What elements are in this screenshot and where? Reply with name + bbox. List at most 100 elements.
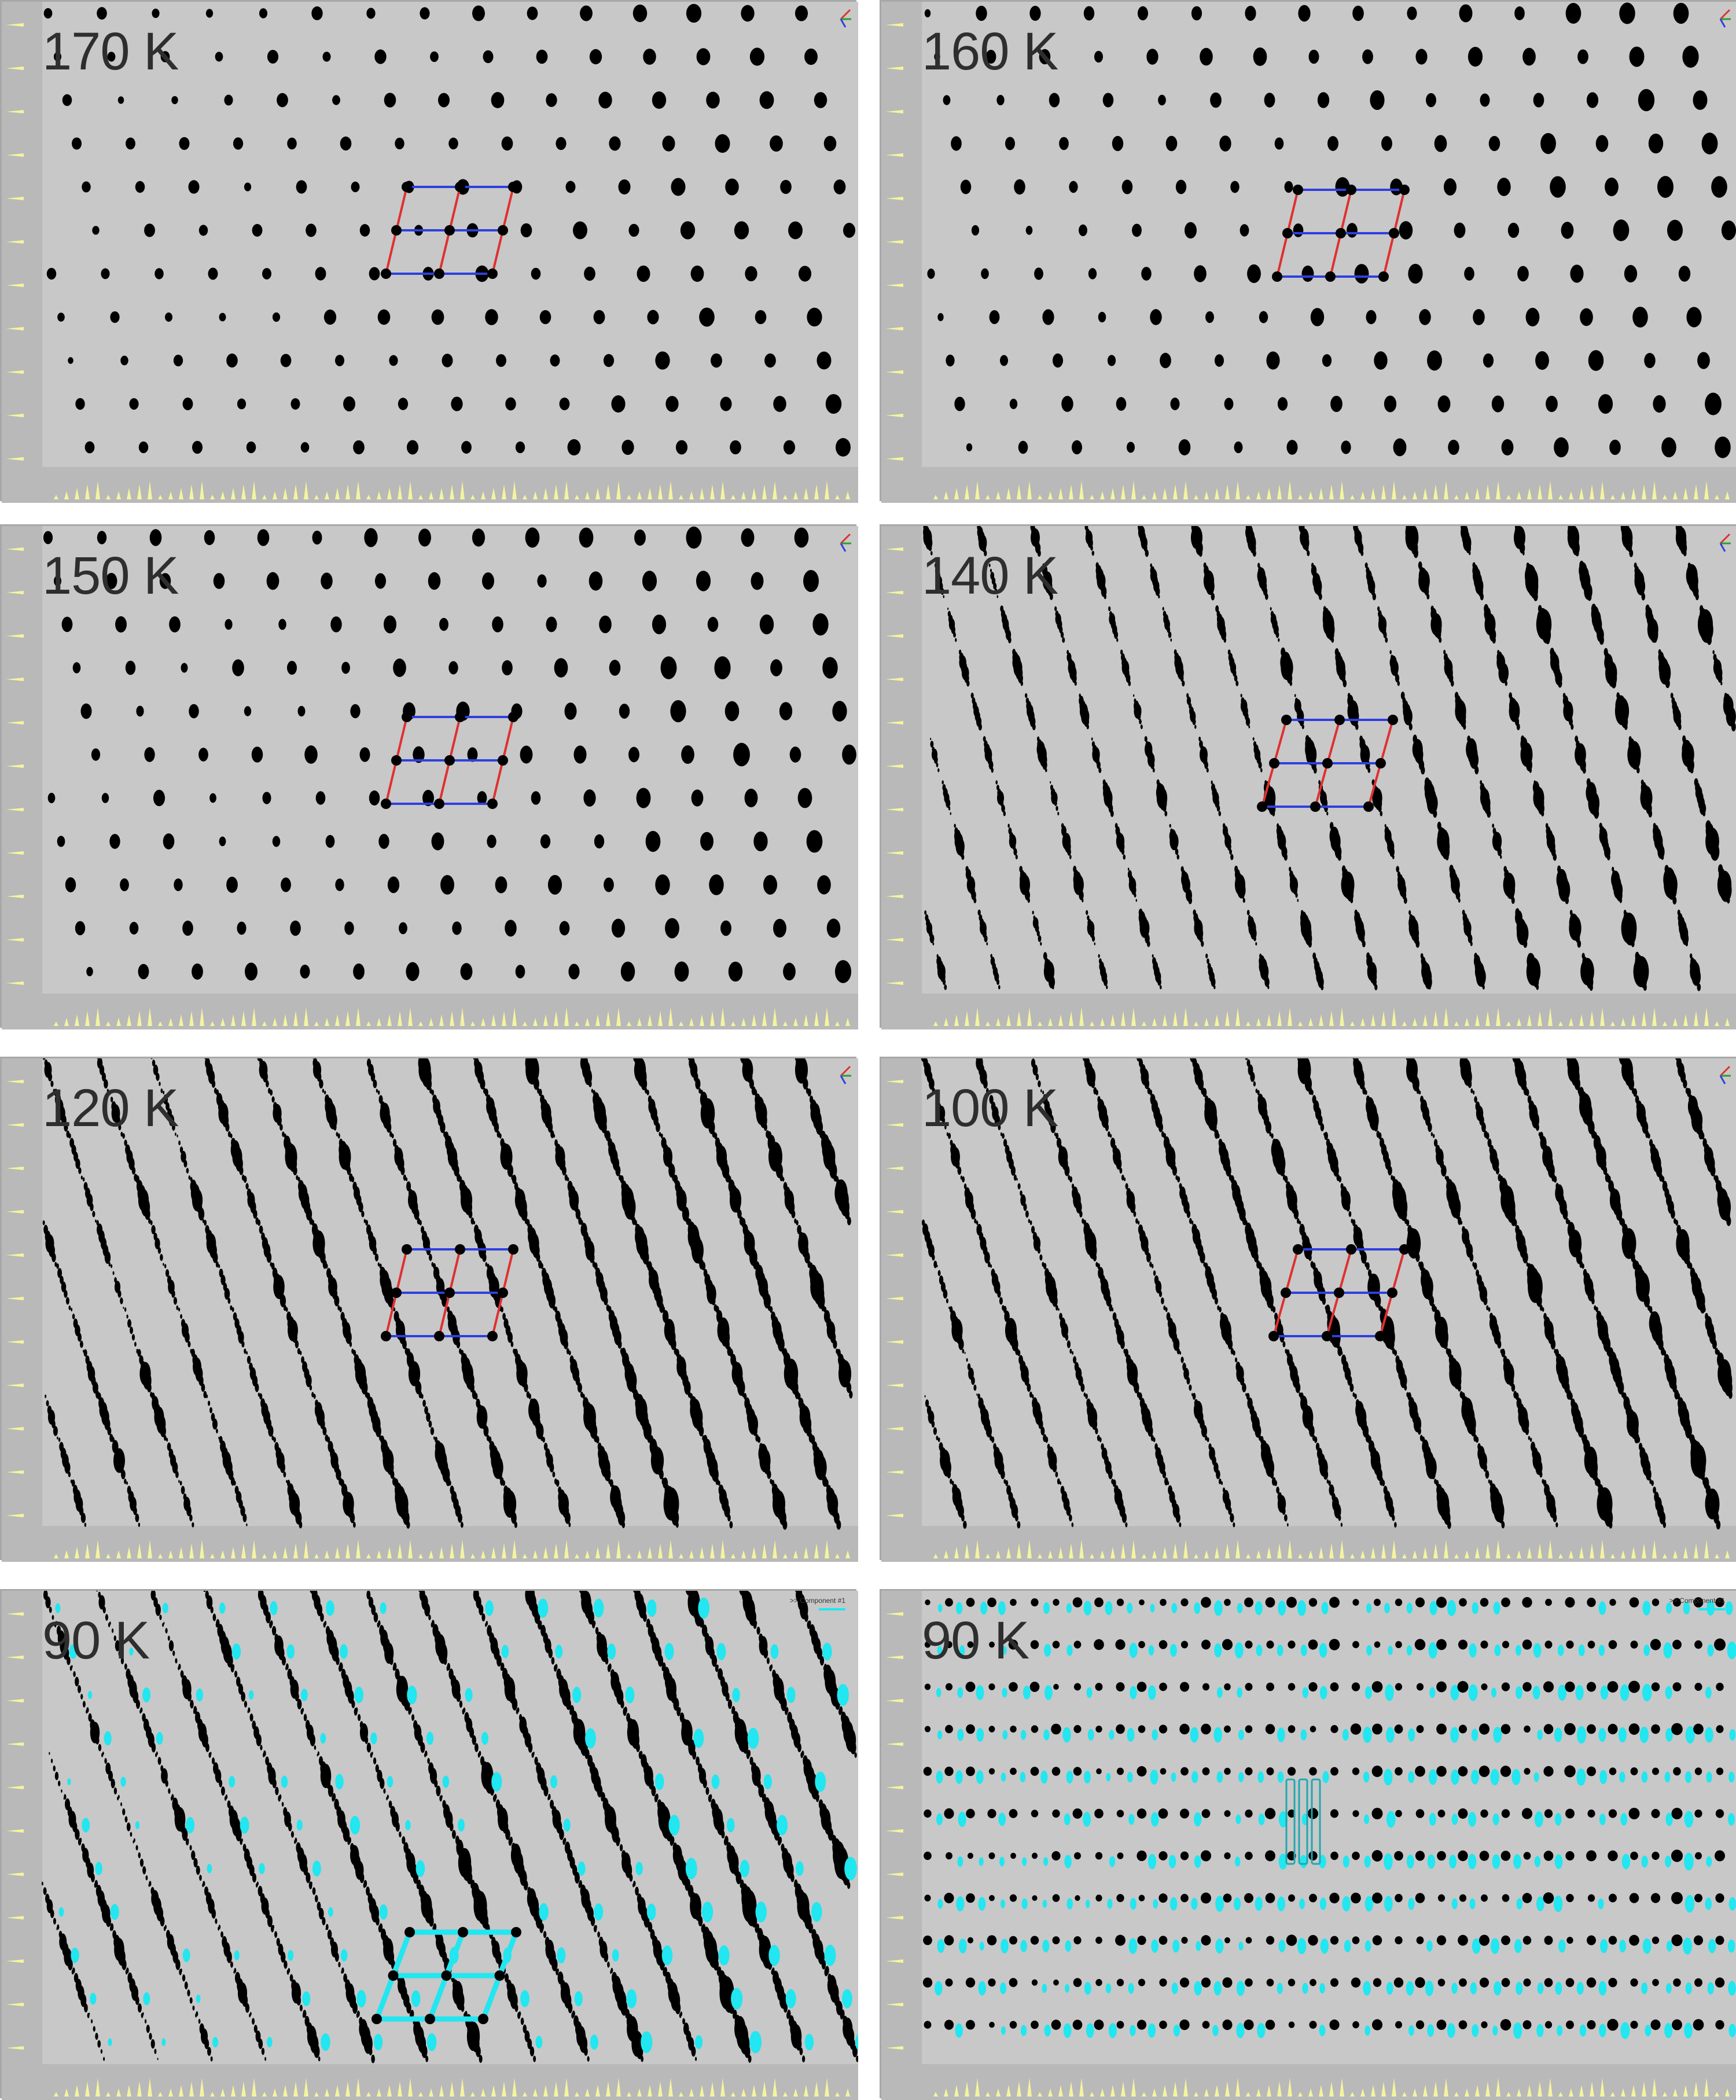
cell-node: [487, 799, 498, 809]
reflection-spot: [1163, 607, 1164, 610]
reflection-spot: [1496, 1167, 1499, 1174]
reflection-spot: [245, 962, 258, 980]
reflection-spot: [709, 874, 723, 895]
reflection-spot: [1354, 1393, 1356, 1399]
reflection-spot: [991, 1436, 994, 1443]
reflection-spot: [1418, 1428, 1421, 1435]
reflection-spot: [109, 834, 120, 849]
reflection-spot: [1686, 307, 1701, 327]
reflection-spot: [95, 1219, 97, 1223]
reflection-spot: [961, 1514, 965, 1522]
reflection-spot: [1415, 49, 1427, 64]
reflection-spot: [1164, 811, 1167, 817]
reflection-spot: [300, 1351, 302, 1355]
reflection-spot: [126, 138, 135, 150]
reflection-spot: [187, 1692, 192, 1702]
reflection-spot: [697, 48, 711, 65]
reflection-spot: [319, 1079, 323, 1088]
reflection-spot: [1384, 396, 1396, 413]
reflection-spot: [1218, 1134, 1220, 1138]
reflection-spot: [1599, 635, 1604, 645]
reflection-spot: [767, 1657, 770, 1664]
cell-node: [1375, 1331, 1385, 1341]
reflection-spot: [849, 1391, 852, 1398]
twin-spot: [594, 1599, 604, 1618]
reflection-spot: [642, 571, 657, 591]
reflection-spot: [1404, 1385, 1407, 1391]
reflection-spot: [68, 1305, 71, 1310]
reflection-spot: [1697, 352, 1710, 369]
reflection-spot: [1326, 812, 1328, 815]
reflection-spot: [326, 1264, 328, 1268]
reflection-spot: [262, 268, 271, 279]
reflection-spot: [656, 1123, 660, 1132]
cell-node: [1334, 715, 1345, 725]
reflection-spot: [155, 268, 163, 279]
reflection-spot: [430, 52, 439, 62]
reflection-spot: [406, 962, 419, 981]
reflection-spot: [1053, 354, 1063, 367]
reflection-spot: [181, 663, 188, 673]
reflection-spot: [426, 1413, 431, 1422]
reflection-spot: [1234, 675, 1238, 682]
reflection-spot: [1147, 940, 1150, 947]
reflection-spot: [1275, 137, 1284, 149]
reflection-spot: [1200, 48, 1213, 66]
reflection-spot: [1553, 853, 1557, 860]
reflection-spot: [990, 1264, 992, 1268]
reflection-spot: [448, 661, 458, 674]
reflection-spot: [782, 1177, 785, 1182]
reflection-spot: [1553, 1514, 1557, 1522]
temperature-label: 170 K: [42, 21, 178, 82]
reflection-spot: [1535, 351, 1549, 370]
reflection-spot: [1500, 855, 1502, 859]
reflection-spot: [369, 267, 380, 280]
reflection-spot: [1182, 681, 1185, 686]
reflection-spot: [126, 1314, 128, 1318]
reflection-spot: [211, 1606, 214, 1613]
reflection-spot: [1480, 593, 1484, 601]
reflection-spot: [1029, 6, 1040, 21]
reflection-spot: [1454, 223, 1466, 238]
reflection-spot: [1253, 47, 1267, 66]
reflection-spot: [1338, 854, 1341, 861]
reflection-spot: [1480, 94, 1490, 107]
reflection-spot: [1642, 593, 1646, 600]
reflection-spot: [206, 9, 213, 17]
reflection-spot: [375, 1253, 378, 1262]
reflection-spot: [482, 1253, 486, 1262]
reflection-spot: [1514, 6, 1525, 20]
reflection-spot: [204, 1220, 207, 1226]
reflection-spot: [420, 7, 429, 19]
reflection-spot: [556, 137, 566, 150]
reflection-spot: [1327, 136, 1338, 151]
reflection-spot: [1349, 1211, 1352, 1217]
reflection-spot: [224, 95, 233, 106]
reflection-spot: [1032, 911, 1034, 915]
reflection-spot: [1052, 985, 1054, 989]
reflection-spot: [1193, 718, 1196, 725]
reflection-spot: [1223, 637, 1226, 642]
reflection-spot: [85, 442, 95, 454]
reflection-spot: [145, 1208, 150, 1220]
reflection-spot: [1470, 1253, 1474, 1262]
reflection-spot: [1258, 762, 1261, 769]
reflection-spot: [334, 1296, 339, 1307]
reflection-spot: [991, 768, 994, 773]
reflection-spot: [755, 310, 767, 324]
reflection-spot: [1276, 631, 1279, 638]
reflection-spot: [1103, 93, 1114, 107]
reflection-spot: [733, 743, 750, 767]
reflection-spot: [1272, 811, 1275, 817]
reflection-spot: [1062, 637, 1065, 643]
reflection-spot: [1474, 1096, 1477, 1103]
reflection-spot: [996, 979, 999, 985]
reflection-spot: [1331, 637, 1334, 643]
reflection-spot: [741, 528, 755, 547]
reflection-spot: [567, 1177, 569, 1182]
reflection-spot: [1207, 1437, 1209, 1442]
reflection-spot: [1498, 848, 1502, 856]
reflection-spot: [1540, 133, 1556, 154]
reflection-spot: [279, 1124, 283, 1131]
reflection-spot: [566, 181, 576, 193]
